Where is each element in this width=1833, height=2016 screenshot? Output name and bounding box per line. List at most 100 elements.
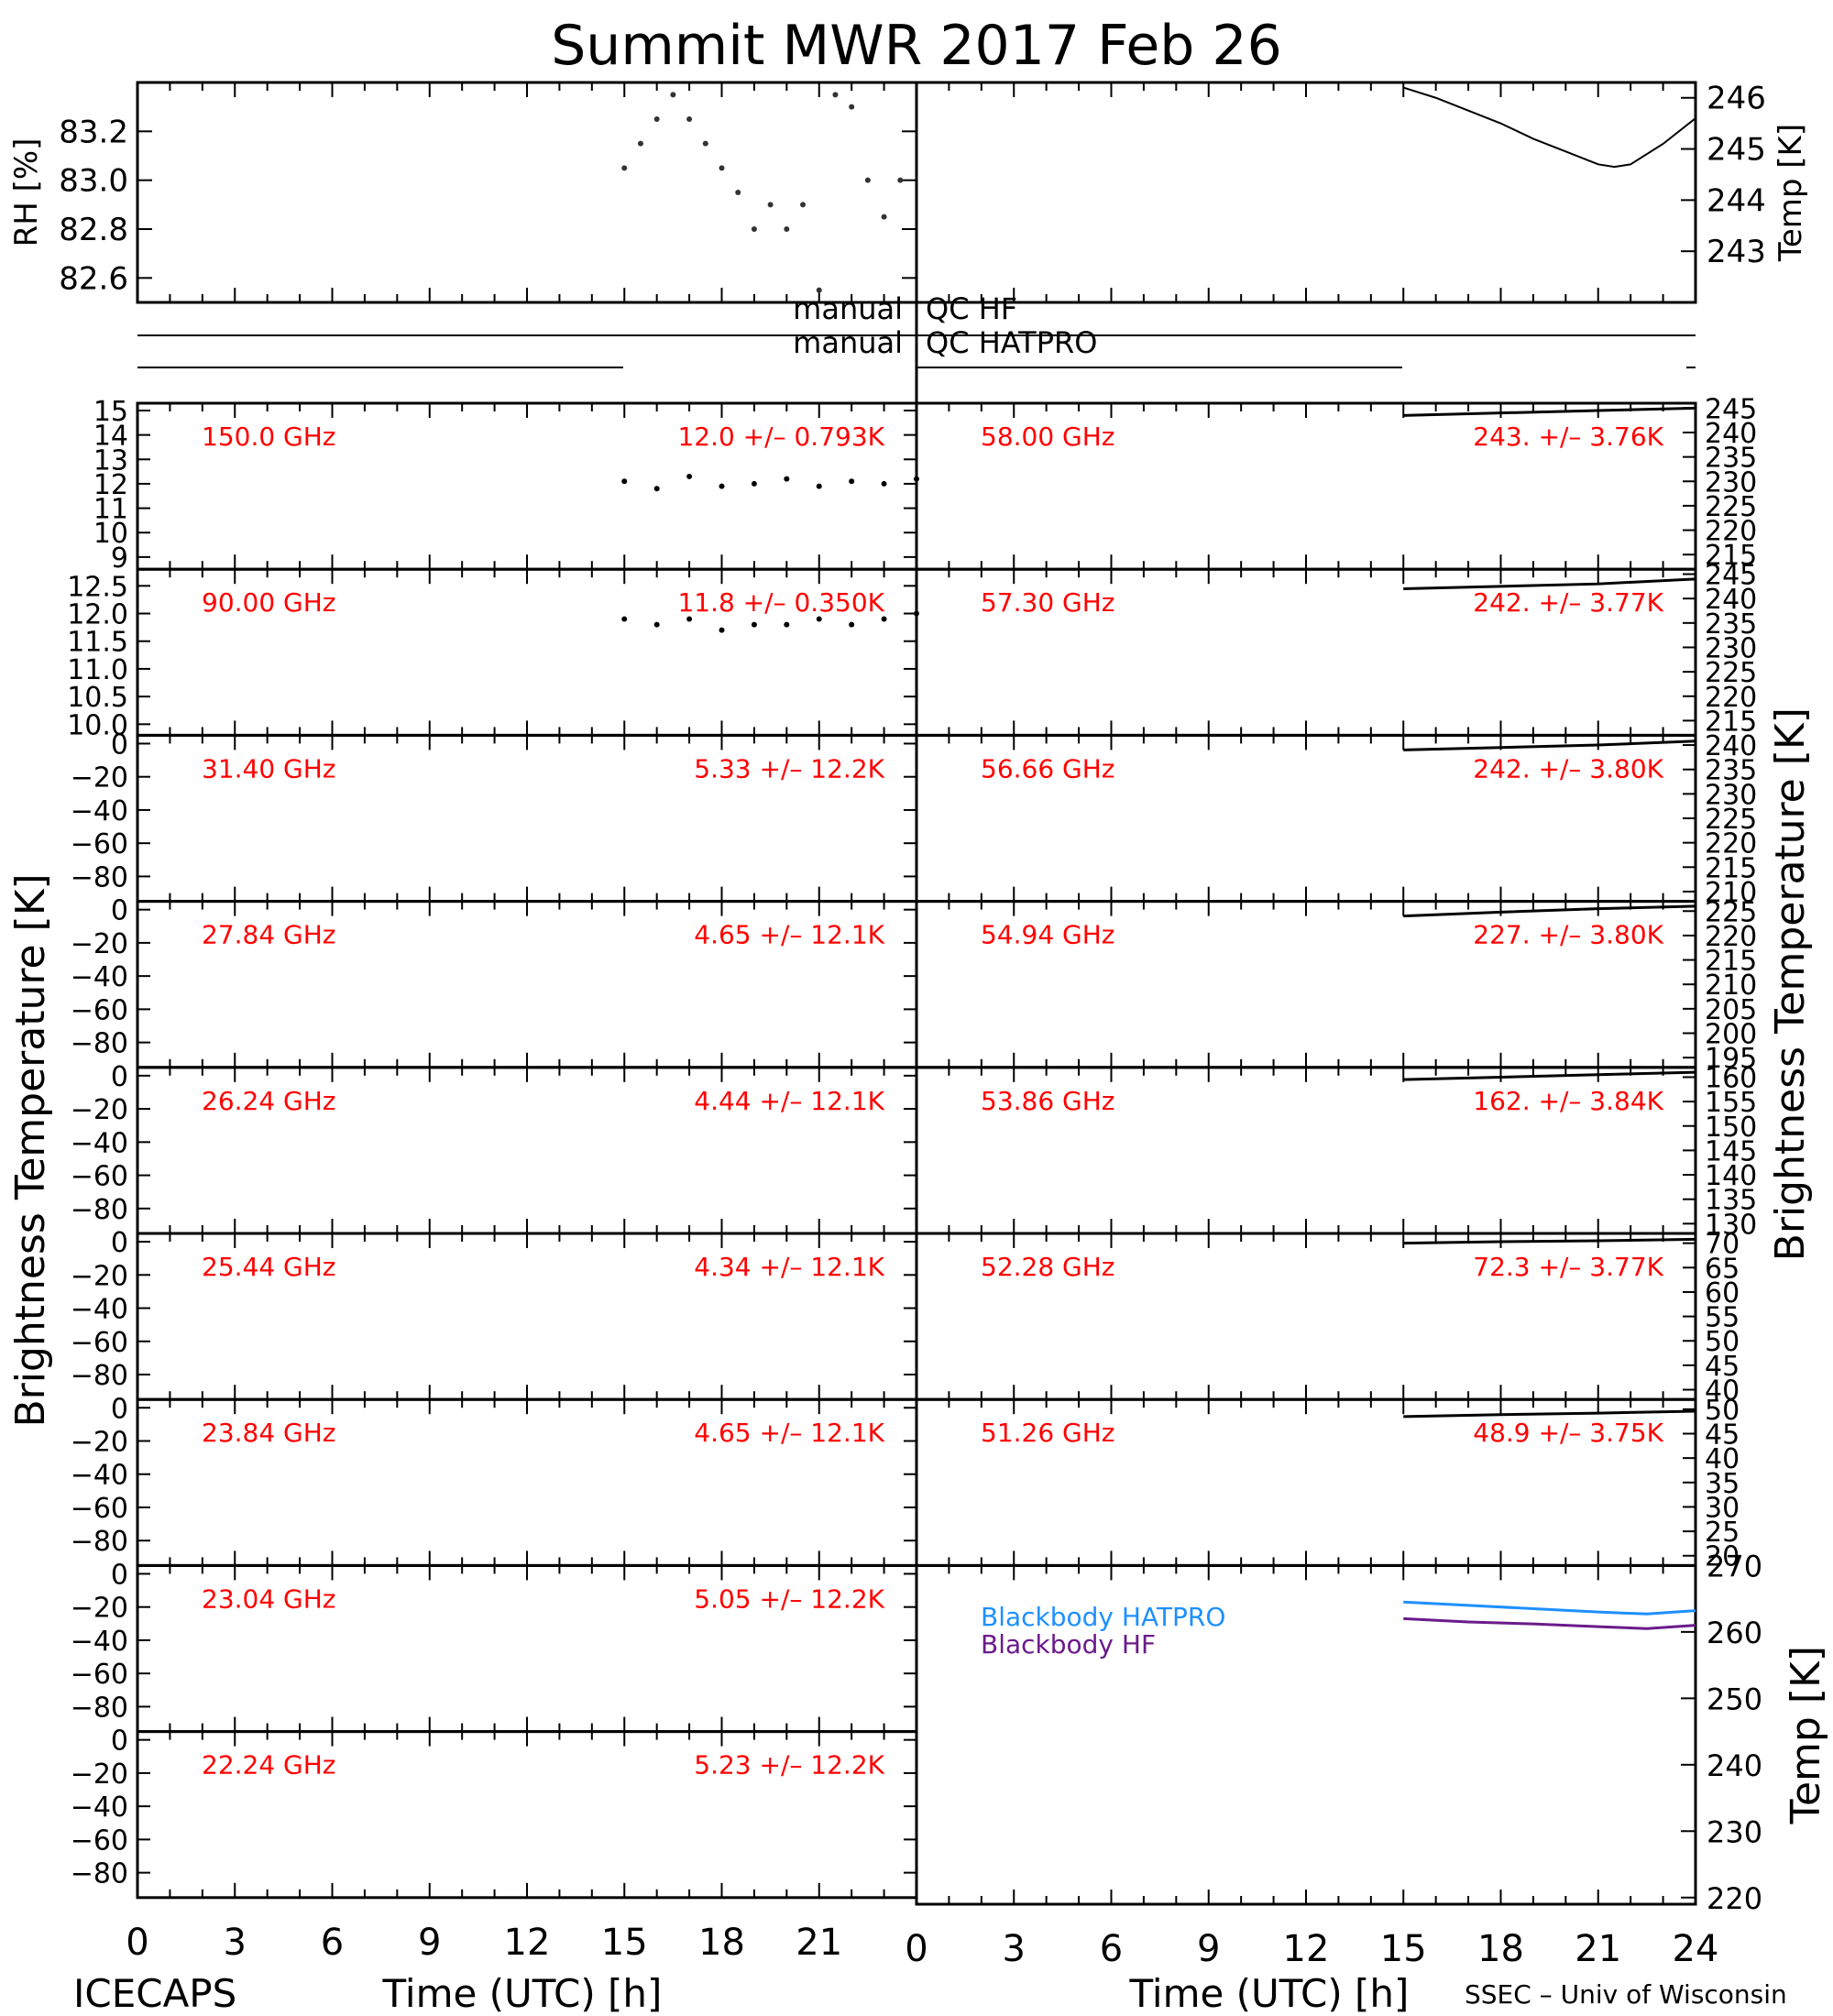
left-ch-ytick-label: −40 (71, 1626, 128, 1658)
right-ch-ytick-label: 240 (1705, 730, 1757, 762)
rh-ytick-label: 83.0 (59, 163, 128, 200)
left-ch-ytick-label: −20 (71, 1427, 128, 1459)
left-ch-ytick-label: −40 (71, 1294, 128, 1326)
rh-data-point (686, 116, 693, 122)
right-ch-ytick-label: 40 (1705, 1443, 1740, 1475)
left-xtick-label: 12 (504, 1922, 551, 1964)
right-ch-ytick-label: 240 (1705, 418, 1757, 450)
qc-row-label: manual (793, 325, 903, 360)
qc-row-right-label: QC HATPRO (926, 325, 1097, 360)
right-ch-ytick-label: 150 (1705, 1112, 1757, 1144)
right-ch-ytick-label: 160 (1705, 1062, 1757, 1094)
right-ch-ytick-label: 195 (1705, 1043, 1757, 1075)
left-ch-ytick-label: −60 (71, 994, 128, 1026)
rh-data-point (767, 202, 774, 208)
left-channel-stat-label: 4.44 +/– 12.1K (694, 1086, 884, 1116)
rh-ytick-label: 82.6 (59, 260, 128, 297)
left-xtick-label: 21 (796, 1922, 842, 1964)
left-ch-ytick-label: 11 (93, 494, 128, 526)
left-channel-data-point (849, 621, 855, 628)
rh-panel-frame (136, 81, 918, 304)
right-xtick-label: 15 (1380, 1928, 1427, 1970)
left-ch-ytick-label: 10 (93, 518, 128, 550)
right-ch-ytick-label: 220 (1705, 921, 1757, 953)
left-channel-data-point (686, 473, 693, 479)
right-ch-ytick-label: 215 (1705, 706, 1757, 738)
bb-ytick-label: 220 (1707, 1881, 1762, 1916)
right-ch-ytick-label: 60 (1705, 1277, 1740, 1309)
temp-series-line (1402, 86, 1696, 169)
right-channel-series-line (1403, 1409, 1696, 1419)
left-ch-ytick-label: −20 (71, 1759, 128, 1791)
left-ch-ytick-label: 10.5 (67, 682, 128, 714)
right-ch-ytick-label: 130 (1705, 1209, 1757, 1241)
bb-ytick-label: 230 (1707, 1814, 1762, 1849)
right-ch-ytick-label: 30 (1705, 1492, 1740, 1524)
left-ch-ytick-label: 14 (93, 421, 128, 453)
left-channel-data-point (686, 616, 693, 622)
right-ch-ytick-label: 55 (1705, 1302, 1740, 1334)
right-xtick-label: 12 (1283, 1928, 1330, 1970)
left-channel-data-point (621, 478, 628, 485)
left-ch-ytick-label: 15 (93, 396, 128, 428)
left-ch-ytick-label: −20 (71, 1593, 128, 1625)
right-channel-series-line (1403, 904, 1696, 918)
rh-ytick-label: 83.2 (59, 114, 128, 150)
rh-data-point (670, 92, 676, 98)
right-channel-freq-label: 57.30 GHz (981, 587, 1115, 618)
right-ch-ytick-label: 50 (1705, 1395, 1740, 1427)
right-ch-ytick-label: 35 (1705, 1468, 1740, 1500)
left-channel-data-point (751, 621, 757, 628)
left-channel-freq-label: 27.84 GHz (202, 920, 336, 950)
left-ch-ytick-label: −80 (71, 1692, 128, 1724)
left-ch-ytick-label: −80 (71, 1858, 128, 1890)
rh-data-point (800, 202, 807, 208)
left-channel-freq-label: 23.84 GHz (202, 1418, 336, 1448)
left-ch-ytick-label: 0 (111, 1227, 128, 1259)
right-ch-ytick-label: 65 (1705, 1253, 1740, 1285)
right-channel-freq-label: 58.00 GHz (981, 422, 1115, 452)
left-channel-freq-label: 150.0 GHz (202, 422, 336, 452)
right-ch-ytick-label: 45 (1705, 1419, 1740, 1452)
right-channel-stat-label: 162. +/– 3.84K (1473, 1086, 1663, 1116)
right-ch-ytick-label: 230 (1705, 779, 1757, 811)
left-xtick-label: 9 (418, 1922, 441, 1964)
right-channel-freq-label: 51.26 GHz (981, 1418, 1115, 1448)
right-ch-ytick-label: 40 (1705, 1375, 1740, 1408)
left-channel-data-point (719, 483, 725, 489)
right-ch-ytick-label: 230 (1705, 632, 1757, 664)
footer-left-label: ICECAPS (73, 1971, 236, 2016)
right-channel-stat-label: 243. +/– 3.76K (1473, 422, 1663, 452)
left-channel-stat-label: 4.65 +/– 12.1K (694, 1418, 884, 1448)
left-xtick-label: 0 (126, 1922, 148, 1964)
right-ch-ytick-label: 220 (1705, 682, 1757, 714)
left-channel-stat-label: 4.65 +/– 12.1K (694, 920, 884, 950)
right-ch-ytick-label: 235 (1705, 608, 1757, 641)
left-ch-ytick-label: −80 (71, 1028, 128, 1060)
left-channel-data-point (784, 621, 790, 628)
right-ch-ytick-label: 225 (1705, 804, 1757, 836)
left-ch-ytick-label: −40 (71, 1460, 128, 1492)
left-ch-ytick-label: −80 (71, 1526, 128, 1558)
right-ch-ytick-label: 225 (1705, 896, 1757, 928)
rh-data-point (653, 116, 660, 122)
left-channel-freq-label: 90.00 GHz (202, 587, 336, 618)
left-xtick-label: 6 (321, 1922, 344, 1964)
left-ch-ytick-label: −40 (71, 1127, 128, 1159)
right-ch-ytick-label: 220 (1705, 516, 1757, 548)
left-ch-ytick-label: −60 (71, 1659, 128, 1691)
right-channel-freq-label: 52.28 GHz (981, 1252, 1115, 1282)
right-ch-ytick-label: 145 (1705, 1135, 1757, 1167)
qc-row-right-label: QC HF (926, 291, 1017, 326)
left-ch-ytick-label: 11.0 (67, 654, 128, 686)
right-ch-ytick-label: 225 (1705, 657, 1757, 689)
right-channel-stat-label: 48.9 +/– 3.75K (1473, 1418, 1663, 1448)
rh-data-point (702, 140, 708, 147)
right-y-axis-label: Brightness Temperature [K] (1767, 707, 1814, 1261)
left-xtick-label: 3 (224, 1922, 247, 1964)
left-channel-data-point (621, 616, 628, 622)
left-ch-ytick-label: 0 (111, 729, 128, 761)
right-ch-ytick-label: 240 (1705, 584, 1757, 616)
rh-data-point (832, 92, 839, 98)
